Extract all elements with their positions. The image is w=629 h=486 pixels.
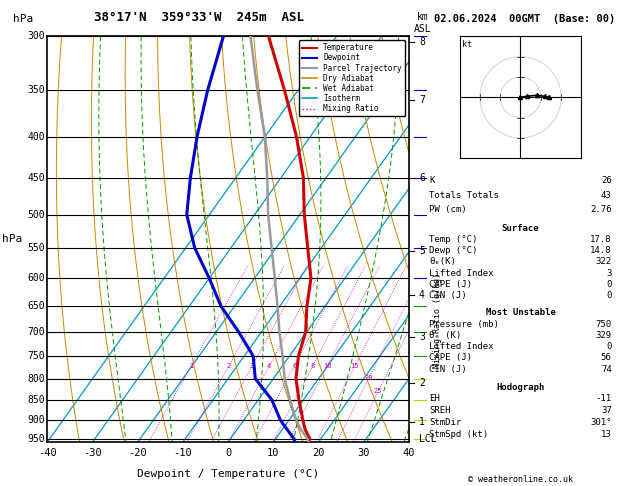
Text: 301°: 301° xyxy=(590,418,611,427)
Text: PW (cm): PW (cm) xyxy=(430,205,467,214)
Text: θₑ(K): θₑ(K) xyxy=(430,258,456,266)
Text: 2: 2 xyxy=(419,378,425,388)
Text: Mixing Ratio (g/kg): Mixing Ratio (g/kg) xyxy=(433,273,442,368)
Text: Hodograph: Hodograph xyxy=(496,382,545,392)
Text: 8: 8 xyxy=(311,363,314,369)
Text: CIN (J): CIN (J) xyxy=(430,364,467,374)
Text: 1: 1 xyxy=(419,417,425,427)
Text: CIN (J): CIN (J) xyxy=(430,291,467,300)
Text: 650: 650 xyxy=(28,301,45,311)
Text: -30: -30 xyxy=(83,448,102,458)
Text: LCL: LCL xyxy=(419,434,437,444)
Text: CAPE (J): CAPE (J) xyxy=(430,353,472,363)
Text: Totals Totals: Totals Totals xyxy=(430,191,499,200)
Text: 900: 900 xyxy=(28,415,45,425)
Text: 10: 10 xyxy=(267,448,279,458)
Text: 3: 3 xyxy=(250,363,254,369)
Text: 800: 800 xyxy=(28,374,45,383)
Text: 2: 2 xyxy=(226,363,231,369)
Text: 322: 322 xyxy=(596,258,611,266)
Text: -20: -20 xyxy=(128,448,147,458)
Text: Surface: Surface xyxy=(502,224,539,233)
Text: kt: kt xyxy=(462,40,472,49)
Text: 8: 8 xyxy=(419,37,425,47)
Text: hPa: hPa xyxy=(13,14,33,24)
Text: 700: 700 xyxy=(28,327,45,337)
Text: 13: 13 xyxy=(601,430,611,439)
Text: 6: 6 xyxy=(292,363,296,369)
Text: -10: -10 xyxy=(174,448,192,458)
Text: StmDir: StmDir xyxy=(430,418,462,427)
Text: 600: 600 xyxy=(28,273,45,283)
Text: StmSpd (kt): StmSpd (kt) xyxy=(430,430,489,439)
Text: 950: 950 xyxy=(28,434,45,444)
Text: 750: 750 xyxy=(28,351,45,361)
Text: Lifted Index: Lifted Index xyxy=(430,269,494,278)
Text: 30: 30 xyxy=(357,448,370,458)
Text: hPa: hPa xyxy=(3,234,23,244)
Text: K: K xyxy=(430,176,435,186)
Text: 2.76: 2.76 xyxy=(590,205,611,214)
Text: 74: 74 xyxy=(601,364,611,374)
Text: 3: 3 xyxy=(419,332,425,342)
Text: 02.06.2024  00GMT  (Base: 00): 02.06.2024 00GMT (Base: 00) xyxy=(434,14,615,24)
Text: km
ASL: km ASL xyxy=(414,13,431,34)
Text: 5: 5 xyxy=(419,246,425,256)
Text: Lifted Index: Lifted Index xyxy=(430,342,494,351)
Text: 26: 26 xyxy=(601,176,611,186)
Text: Most Unstable: Most Unstable xyxy=(486,308,555,317)
Text: © weatheronline.co.uk: © weatheronline.co.uk xyxy=(468,474,573,484)
Text: 300: 300 xyxy=(28,32,45,41)
Text: θₑ (K): θₑ (K) xyxy=(430,331,462,340)
Text: 20: 20 xyxy=(312,448,325,458)
Text: Pressure (mb): Pressure (mb) xyxy=(430,319,499,329)
Text: 1: 1 xyxy=(189,363,193,369)
Text: 0: 0 xyxy=(606,291,611,300)
Text: 750: 750 xyxy=(596,319,611,329)
Text: 37: 37 xyxy=(601,406,611,416)
Text: 43: 43 xyxy=(601,191,611,200)
Text: 350: 350 xyxy=(28,85,45,95)
Text: Temp (°C): Temp (°C) xyxy=(430,235,478,244)
Text: 15: 15 xyxy=(350,363,359,369)
Text: 500: 500 xyxy=(28,209,45,220)
Text: 0: 0 xyxy=(606,342,611,351)
Text: 56: 56 xyxy=(601,353,611,363)
Legend: Temperature, Dewpoint, Parcel Trajectory, Dry Adiabat, Wet Adiabat, Isotherm, Mi: Temperature, Dewpoint, Parcel Trajectory… xyxy=(299,40,405,116)
Text: 20: 20 xyxy=(364,375,373,382)
Text: 4: 4 xyxy=(419,290,425,300)
Text: 850: 850 xyxy=(28,395,45,405)
Text: 25: 25 xyxy=(374,388,382,395)
Text: 17.8: 17.8 xyxy=(590,235,611,244)
Text: EH: EH xyxy=(430,395,440,403)
Text: -11: -11 xyxy=(596,395,611,403)
Text: 3: 3 xyxy=(606,269,611,278)
Text: 7: 7 xyxy=(419,95,425,105)
Text: 6: 6 xyxy=(419,173,425,183)
Text: 400: 400 xyxy=(28,132,45,142)
Text: Dewp (°C): Dewp (°C) xyxy=(430,246,478,255)
Text: SREH: SREH xyxy=(430,406,451,416)
Text: Dewpoint / Temperature (°C): Dewpoint / Temperature (°C) xyxy=(137,469,319,479)
Text: 10: 10 xyxy=(323,363,331,369)
Text: 14.8: 14.8 xyxy=(590,246,611,255)
Text: 550: 550 xyxy=(28,243,45,253)
Text: 40: 40 xyxy=(403,448,415,458)
Text: 38°17'N  359°33'W  245m  ASL: 38°17'N 359°33'W 245m ASL xyxy=(94,11,304,24)
Text: 329: 329 xyxy=(596,331,611,340)
Text: -40: -40 xyxy=(38,448,57,458)
Text: 450: 450 xyxy=(28,173,45,183)
Text: CAPE (J): CAPE (J) xyxy=(430,279,472,289)
Text: 0: 0 xyxy=(225,448,231,458)
Text: 0: 0 xyxy=(606,279,611,289)
Text: 4: 4 xyxy=(267,363,271,369)
